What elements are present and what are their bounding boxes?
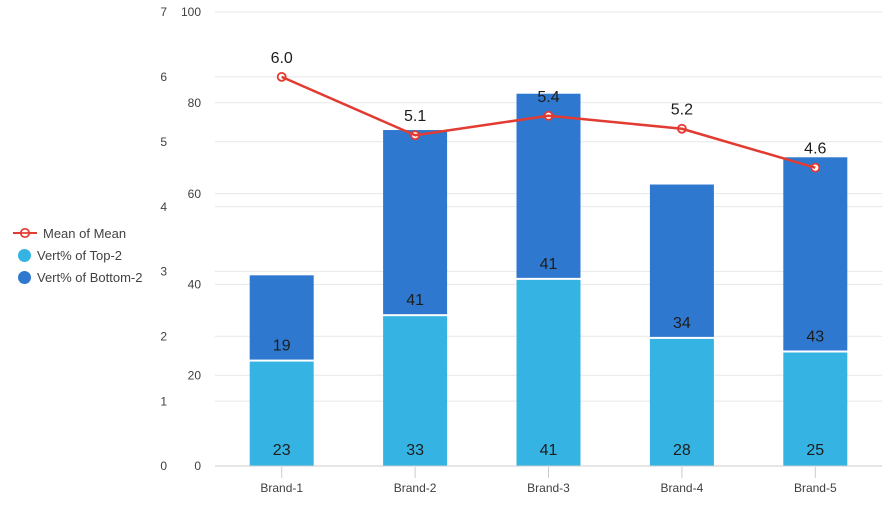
- bar-axis-tick-label: 40: [188, 278, 202, 292]
- bar-segment-top2[interactable]: [649, 338, 714, 466]
- line-axis-tick-label: 0: [160, 459, 167, 473]
- line-axis-tick-label: 5: [160, 135, 167, 149]
- category-label: Brand-1: [260, 481, 303, 495]
- bottom2-value-label: 41: [406, 292, 424, 309]
- bar-segment-top2[interactable]: [516, 279, 581, 466]
- legend-item-bottom2[interactable]: Vert% of Bottom-2: [13, 268, 143, 286]
- line-series-icon: [13, 226, 37, 240]
- bar-segment-bottom2[interactable]: [249, 275, 314, 360]
- bottom2-value-label: 19: [273, 338, 291, 355]
- bar-segment-top2[interactable]: [783, 352, 848, 467]
- line-value-label: 6.0: [271, 50, 293, 67]
- line-value-label: 5.4: [537, 89, 559, 106]
- top2-value-label: 25: [806, 442, 824, 459]
- category-label: Brand-3: [527, 481, 570, 495]
- legend-label-bottom2: Vert% of Bottom-2: [37, 269, 143, 285]
- line-series-icon-svg: [13, 227, 37, 239]
- legend-item-mean-of-mean[interactable]: Mean of Mean: [13, 224, 143, 242]
- bottom2-series-swatch-icon: [18, 270, 31, 284]
- top2-series-swatch-icon: [18, 248, 31, 262]
- chart-legend: Mean of Mean Vert% of Top-2 Vert% of Bot…: [13, 224, 143, 290]
- bar-axis-tick-label: 100: [181, 5, 201, 19]
- bar-segment-top2[interactable]: [383, 316, 448, 466]
- bar-axis-tick-label: 0: [194, 459, 201, 473]
- line-axis-tick-label: 6: [160, 70, 167, 84]
- line-axis-tick-label: 3: [160, 265, 167, 279]
- line-value-label: 5.1: [404, 108, 426, 125]
- line-axis-tick-label: 7: [160, 5, 167, 19]
- line-axis-tick-label: 4: [160, 200, 167, 214]
- line-axis-tick-label: 2: [160, 329, 167, 343]
- top2-value-label: 23: [273, 442, 291, 459]
- category-label: Brand-5: [794, 481, 837, 495]
- line-value-label: 4.6: [804, 141, 826, 158]
- line-axis-tick-label: 1: [160, 394, 167, 408]
- line-series-path: [281, 75, 816, 169]
- bottom2-value-label: 43: [806, 329, 824, 346]
- line-value-label: 5.2: [671, 102, 693, 119]
- bar-axis-tick-label: 20: [188, 368, 202, 382]
- top2-value-label: 33: [406, 442, 424, 459]
- bottom2-value-label: 41: [540, 256, 558, 273]
- bar-segment-bottom2[interactable]: [649, 184, 714, 337]
- bar-segment-bottom2[interactable]: [383, 130, 448, 315]
- bar-axis-tick-label: 60: [188, 187, 202, 201]
- legend-label-mean-of-mean: Mean of Mean: [43, 225, 127, 241]
- bar-segment-bottom2[interactable]: [516, 93, 581, 278]
- bar-segment-top2[interactable]: [249, 361, 314, 466]
- bar-axis-tick-label: 80: [188, 96, 202, 110]
- category-label: Brand-2: [394, 481, 437, 495]
- legend-item-top2[interactable]: Vert% of Top-2: [13, 246, 143, 264]
- bottom2-value-label: 34: [673, 315, 691, 332]
- bar-segment-bottom2[interactable]: [783, 157, 848, 351]
- legend-label-top2: Vert% of Top-2: [37, 247, 123, 263]
- category-label: Brand-4: [661, 481, 704, 495]
- top2-value-label: 41: [540, 442, 558, 459]
- top2-value-label: 28: [673, 442, 691, 459]
